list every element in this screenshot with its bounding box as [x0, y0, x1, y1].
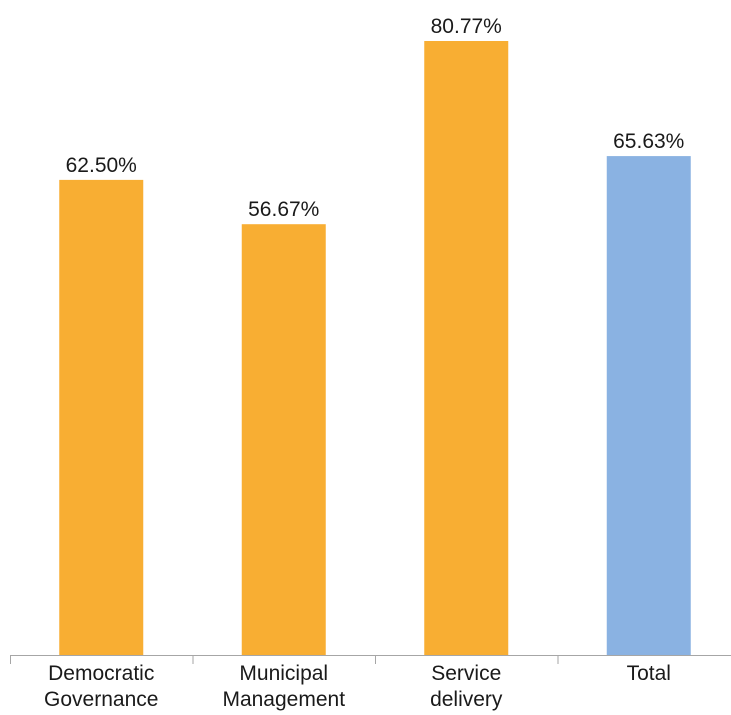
x-tick-labels-layer: Democratic Governance Municipal Management S…	[44, 662, 671, 711]
x-tick-label-0-line-1: Governance	[44, 688, 158, 711]
x-axis	[10, 655, 731, 664]
data-label-2: 80.77%	[431, 15, 502, 38]
x-tick-label-2-line-1: delivery	[430, 688, 503, 711]
bar-1	[241, 224, 326, 655]
data-label-0: 62.50%	[66, 154, 137, 177]
x-tick-label-1-line-1: Management	[222, 688, 345, 711]
bars-layer	[59, 41, 691, 655]
x-tick-label-0-line-0: Democratic	[48, 662, 154, 685]
x-tick-label-2-line-0: Service	[431, 662, 501, 685]
data-labels-layer: 62.50% 56.67% 80.77% 65.63%	[66, 15, 685, 221]
x-tick-label-3-line-0: Total	[627, 662, 671, 685]
bar-0	[59, 179, 144, 655]
bar-3	[606, 156, 691, 655]
x-tick-label-1-line-0: Municipal	[239, 662, 328, 685]
data-label-1: 56.67%	[248, 198, 319, 221]
bar-2	[424, 41, 509, 655]
data-label-3: 65.63%	[613, 130, 684, 153]
